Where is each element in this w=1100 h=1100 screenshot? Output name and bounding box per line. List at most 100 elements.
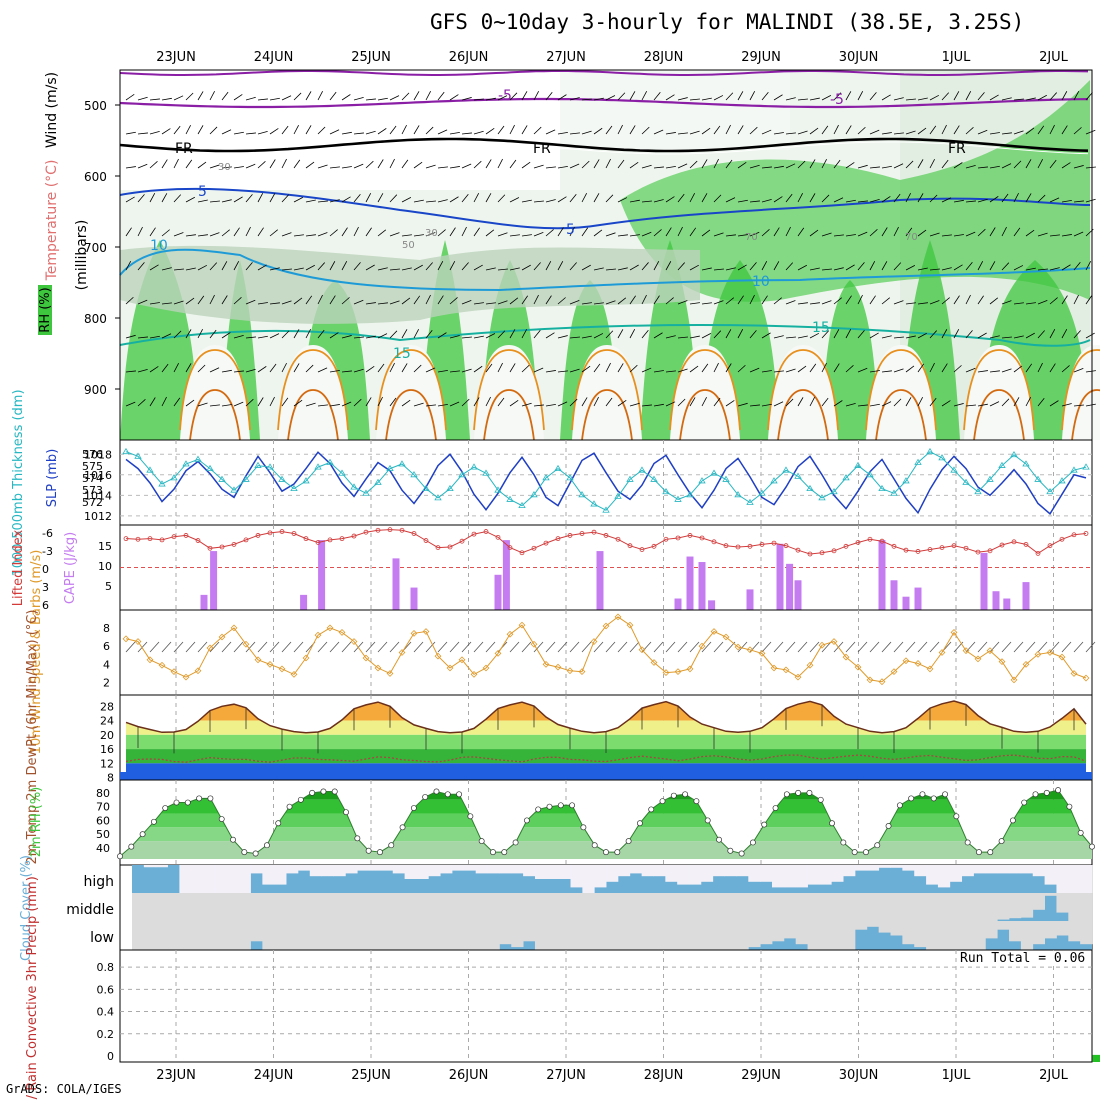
wind-barb [809, 97, 820, 101]
li-point [1035, 550, 1041, 556]
cape-bar [794, 580, 802, 610]
wind-barb [305, 234, 316, 237]
wind-barb [389, 268, 400, 271]
li-point [939, 545, 945, 551]
wind-speed-point [398, 649, 406, 656]
wind-barb [701, 229, 711, 237]
cloud-clear-block [1044, 921, 1057, 939]
wind-barb [809, 396, 815, 407]
wind-barb [917, 159, 924, 169]
wind-speed-point [410, 629, 418, 637]
isotherm-25 [385, 389, 437, 441]
wind-barb [245, 163, 256, 169]
wind-barb [161, 396, 167, 407]
cloud-clear-block [902, 921, 915, 945]
cloud-clear-block [665, 921, 678, 950]
wind-barb [329, 91, 337, 101]
cloud-clear-block [724, 921, 737, 950]
rh-point [648, 806, 655, 813]
cloud-clear-block [772, 921, 785, 942]
rh-point [196, 795, 203, 802]
cloud-clear-block [487, 921, 500, 950]
rh-moist-layer [620, 80, 1090, 302]
date-label-bottom: 25JUN [351, 1068, 391, 1083]
wind-barb [917, 363, 925, 373]
cape-bar [698, 562, 706, 610]
wind-barb [281, 300, 292, 305]
cloud-clear-block [641, 921, 654, 950]
wind-speed-point [710, 628, 718, 635]
wind-barb [677, 226, 683, 237]
wind-barb [281, 232, 292, 237]
thickness-point [662, 487, 670, 495]
wind-barb [869, 295, 876, 305]
wind-speed-point [842, 653, 850, 661]
wind-speed-point [662, 669, 670, 676]
wind-barb [797, 227, 805, 237]
wind-barb [185, 124, 191, 135]
wind-barb [413, 91, 420, 101]
wind-speed-point [494, 650, 502, 657]
rh-point [614, 849, 621, 856]
wind-barb [953, 162, 963, 169]
wind-barb [125, 260, 132, 271]
wind-barb [1061, 162, 1071, 169]
cloud-clear-block [452, 865, 465, 871]
wind-barb [821, 300, 832, 305]
wind-barb [257, 264, 267, 271]
wind-barb [1013, 130, 1024, 135]
isotherm-freezing [119, 137, 1089, 153]
temp-tick-label: 8 [107, 772, 114, 785]
cloud-clear-block [487, 893, 500, 921]
wind-speed-point [278, 665, 286, 673]
thickness-point [242, 475, 250, 482]
surface-wind-barb [257, 641, 268, 653]
wind-barb [365, 335, 376, 339]
wind-barb [557, 401, 568, 407]
wind-barb [353, 96, 364, 101]
wind-barb [281, 268, 292, 271]
li-point [399, 527, 405, 533]
wind-barb [593, 363, 601, 373]
date-label-bottom: 2JUL [1039, 1068, 1069, 1083]
wind-barb [401, 197, 412, 203]
cloud-clear-block [428, 865, 441, 877]
temp-tick-label: 28 [100, 700, 114, 713]
wind-barb [509, 234, 520, 237]
wind-barb [401, 267, 412, 271]
rh-point [433, 788, 440, 795]
wind-barb [569, 193, 577, 203]
cloud-clear-block [1056, 921, 1069, 936]
li-point [1059, 536, 1065, 542]
boundary-layer-arch [768, 345, 838, 440]
wind-barb [797, 302, 808, 305]
cloud-clear-block [1044, 893, 1057, 896]
wind-barb [233, 166, 244, 169]
wind-barb [689, 227, 697, 237]
wind-barb [1001, 398, 1010, 407]
wind-barb [233, 196, 243, 203]
wind-speed-point [1022, 660, 1030, 668]
rh-point [987, 849, 994, 856]
boundary-layer-arch [572, 345, 642, 440]
wind-speed-point [458, 656, 466, 664]
thickness-point [842, 474, 850, 481]
cloud-clear-block [949, 865, 963, 882]
wind-barb [677, 336, 688, 339]
wind-speed-point [302, 654, 310, 662]
wind-barb [233, 334, 244, 339]
cloud-clear-block [428, 921, 441, 950]
cloud-clear-block [902, 865, 915, 871]
pressure-tick-label: 700 [84, 241, 107, 255]
wind-barb [209, 262, 218, 271]
surface-wind-barb [773, 641, 784, 653]
rh-point [218, 816, 225, 823]
rh-moist-column [120, 240, 200, 440]
wind-barb [401, 329, 408, 339]
cape-bar [318, 540, 326, 610]
wind-barb [629, 328, 636, 339]
wind-barb [869, 228, 878, 237]
wind-barb [569, 132, 580, 135]
surface-wind-barb [977, 641, 988, 653]
thickness-point [830, 487, 838, 495]
